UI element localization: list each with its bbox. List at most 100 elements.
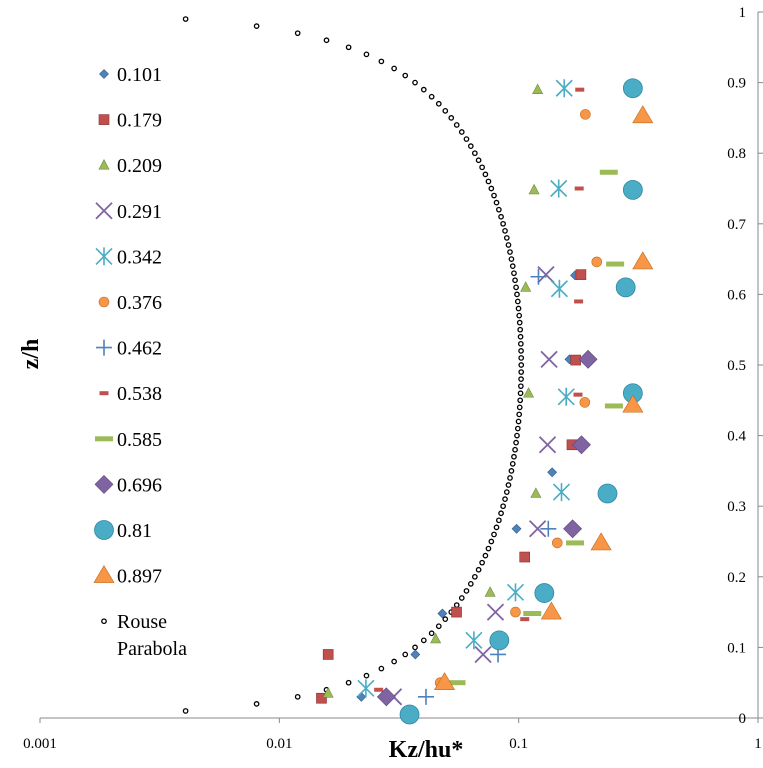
rouse-point xyxy=(442,107,449,114)
legend-label: 0.342 xyxy=(117,246,162,268)
triangle-marker xyxy=(484,586,496,597)
rouse-point xyxy=(412,644,418,651)
rouse-point xyxy=(479,559,485,566)
star-marker xyxy=(506,583,525,602)
rouse-point xyxy=(500,220,506,227)
rouse-point xyxy=(516,411,523,418)
circle-marker xyxy=(534,583,555,603)
dash-marker xyxy=(604,403,623,409)
series-0.101 xyxy=(356,270,580,702)
x-marker xyxy=(95,202,113,220)
dash-marker xyxy=(573,392,583,397)
legend-item: 0.376 xyxy=(98,292,162,314)
rouse-point xyxy=(391,65,397,72)
diamond-marker xyxy=(410,649,421,660)
legend-item: 0.696 xyxy=(94,474,162,496)
rouse-point xyxy=(482,552,489,559)
dash-marker xyxy=(574,186,584,191)
rouse-point xyxy=(509,263,516,270)
rouse-point xyxy=(488,185,495,192)
rouse-point xyxy=(512,446,518,453)
square-marker xyxy=(322,649,334,660)
rouse-point xyxy=(509,460,516,467)
legend-item: 0.291 xyxy=(95,201,162,223)
square-marker xyxy=(98,114,110,125)
dash-marker xyxy=(599,169,618,175)
y-tick-label: 0.5 xyxy=(727,358,746,374)
triangle-marker xyxy=(98,159,110,170)
y-tick-label: 0.7 xyxy=(727,217,746,233)
legend-item: 0.462 xyxy=(96,338,162,360)
series-0.179 xyxy=(316,269,587,704)
square-marker xyxy=(519,551,531,563)
rouse-point xyxy=(516,319,523,326)
circle-marker xyxy=(98,296,110,308)
rouse-point xyxy=(518,369,525,375)
triangle-marker xyxy=(540,601,562,620)
rouse-point xyxy=(182,16,189,22)
rouse-point xyxy=(498,510,504,517)
triangle-marker xyxy=(532,83,544,94)
series-0.538 xyxy=(374,87,585,692)
rouse-parabola-series xyxy=(182,16,525,714)
legend-label: 0.538 xyxy=(117,383,162,405)
triangle-marker xyxy=(632,105,654,124)
square-marker xyxy=(316,692,327,704)
x-marker xyxy=(540,350,558,368)
series-0.81 xyxy=(399,78,643,725)
rouse-point xyxy=(442,616,449,623)
rouse-point xyxy=(515,418,522,425)
data-points xyxy=(316,78,654,725)
rouse-point xyxy=(475,566,482,573)
rouse-point xyxy=(488,538,495,545)
rouse-point xyxy=(507,249,513,255)
rouse-point xyxy=(502,496,508,502)
y-tick-label: 0.6 xyxy=(727,287,746,303)
x-tick-label: 0.01 xyxy=(266,736,292,752)
circle-marker xyxy=(622,78,643,99)
star-marker xyxy=(357,679,375,698)
star-marker xyxy=(550,179,568,198)
rouse-point xyxy=(479,164,485,171)
legend-item: 0.209 xyxy=(98,155,162,177)
y-tick-label: 0.8 xyxy=(727,146,746,162)
triangle-marker xyxy=(530,487,542,498)
square-marker xyxy=(575,269,587,280)
rouse-point xyxy=(363,672,370,679)
rouse-point xyxy=(518,376,524,382)
series-0.897 xyxy=(433,105,654,691)
x-marker xyxy=(486,603,505,621)
circle-marker xyxy=(510,606,521,618)
rouse-point xyxy=(503,489,510,495)
rouse-point xyxy=(491,192,497,199)
legend-label: 0.101 xyxy=(117,64,162,86)
legend-label: 0.696 xyxy=(117,474,162,496)
rouse-point xyxy=(378,58,385,65)
rouse-point xyxy=(453,602,460,608)
legend-item: 0.342 xyxy=(95,246,162,268)
y-tick-label: 0 xyxy=(739,711,747,727)
circle-marker xyxy=(579,397,591,408)
dash-marker xyxy=(574,299,584,304)
rouse-point xyxy=(500,503,506,510)
diamond-marker xyxy=(94,474,114,494)
y-tick-label: 1 xyxy=(739,5,747,21)
rouse-point xyxy=(467,581,474,587)
axes: 0.001 0.01 0.1 100.10.20.30.40.50.60.70.80.… xyxy=(23,5,763,752)
rouse-point xyxy=(378,665,385,672)
legend-label: 0.376 xyxy=(117,292,162,314)
legend-label: 0.209 xyxy=(117,155,162,177)
triangle-marker xyxy=(430,632,442,644)
diamond-marker xyxy=(99,69,109,79)
rouse-point xyxy=(402,651,409,658)
triangle-marker xyxy=(523,387,535,398)
legend-item: 0.538 xyxy=(99,383,162,405)
rouse-point xyxy=(463,136,470,142)
dash-marker xyxy=(374,687,384,692)
triangle-marker xyxy=(433,672,456,691)
triangle-marker xyxy=(322,687,334,698)
rouse-point xyxy=(453,122,460,128)
circle-marker xyxy=(489,630,510,651)
star-marker xyxy=(95,247,113,266)
